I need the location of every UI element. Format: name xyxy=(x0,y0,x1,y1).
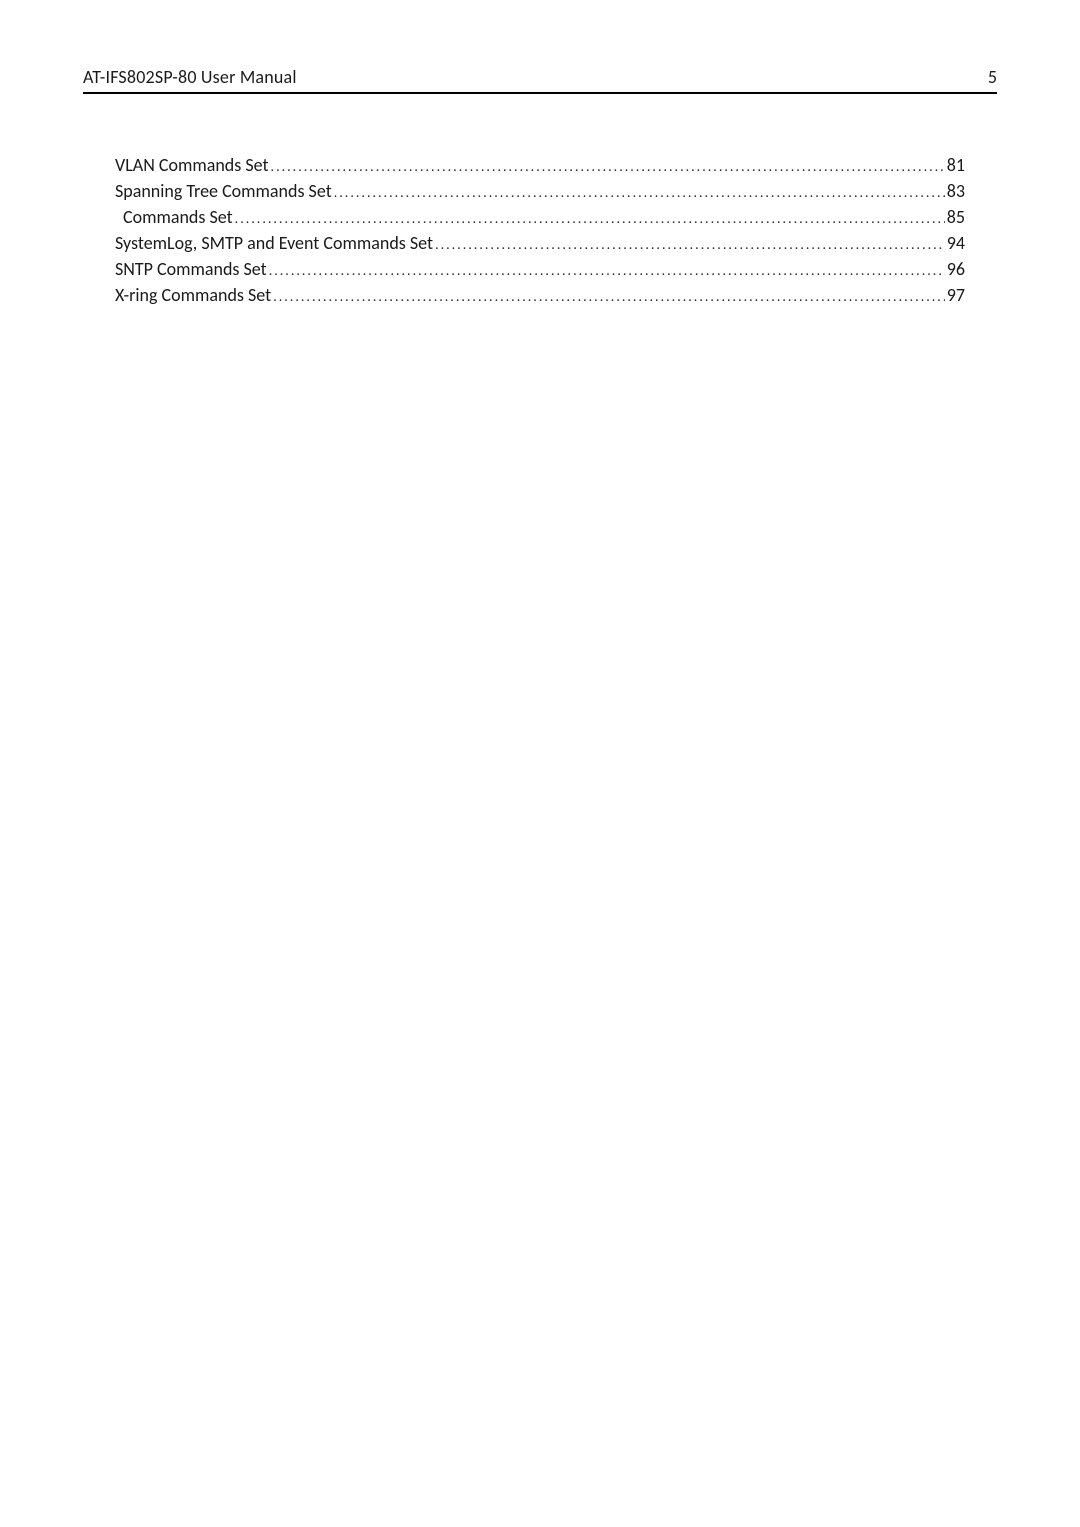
toc-label: VLAN Commands Set xyxy=(115,152,269,178)
toc-page: 94 xyxy=(947,230,965,256)
toc-leader-dots xyxy=(435,230,945,256)
toc-page: 83 xyxy=(947,178,965,204)
page: AT-IFS802SP-80 User Manual 5 VLAN Comman… xyxy=(0,0,1080,309)
toc-label: Commands Set xyxy=(123,204,233,230)
header-title: AT-IFS802SP-80 User Manual xyxy=(83,66,297,88)
toc-page: 97 xyxy=(947,282,965,308)
toc-label: Spanning Tree Commands Set xyxy=(115,178,332,204)
page-number: 5 xyxy=(988,66,997,88)
toc: VLAN Commands Set 81 Spanning Tree Comma… xyxy=(83,152,997,309)
toc-leader-dots xyxy=(235,204,945,230)
toc-entry: Spanning Tree Commands Set 83 xyxy=(115,178,965,204)
toc-page: 96 xyxy=(947,256,965,282)
toc-entry: Commands Set 85 xyxy=(115,204,965,230)
toc-entry: SystemLog, SMTP and Event Commands Set 9… xyxy=(115,230,965,256)
toc-page: 85 xyxy=(947,204,965,230)
toc-entry: SNTP Commands Set 96 xyxy=(115,256,965,282)
toc-leader-dots xyxy=(271,152,945,178)
toc-leader-dots xyxy=(269,256,945,282)
toc-leader-dots xyxy=(334,178,945,204)
toc-entry: X-ring Commands Set 97 xyxy=(115,282,965,308)
page-header: AT-IFS802SP-80 User Manual 5 xyxy=(83,66,997,94)
toc-label: SNTP Commands Set xyxy=(115,256,267,282)
toc-entry: VLAN Commands Set 81 xyxy=(115,152,965,178)
toc-label: X-ring Commands Set xyxy=(115,282,271,308)
toc-label: SystemLog, SMTP and Event Commands Set xyxy=(115,230,433,256)
toc-page: 81 xyxy=(947,152,965,178)
toc-leader-dots xyxy=(273,282,945,308)
